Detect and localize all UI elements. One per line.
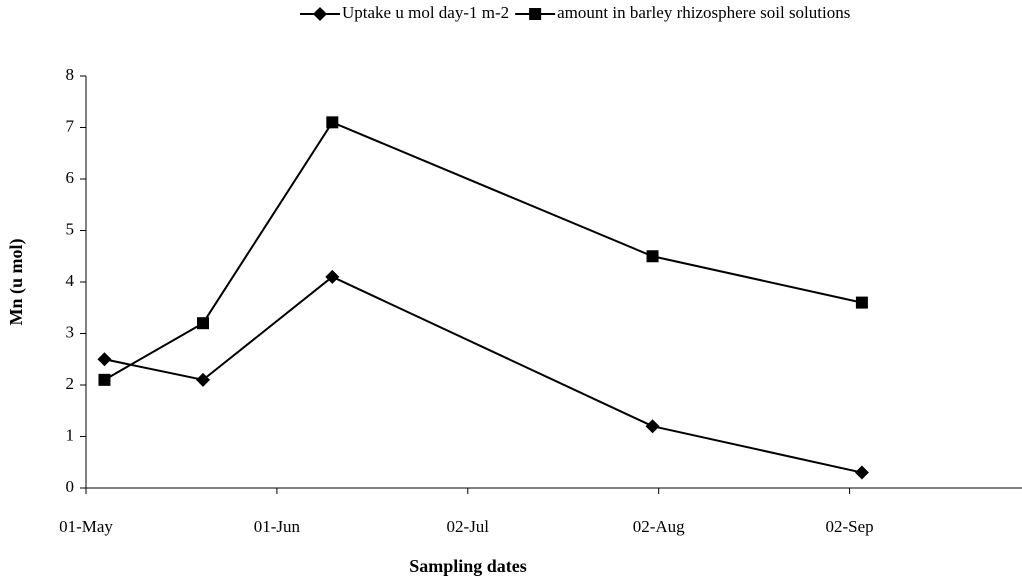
x-tick-label: 02-Jul — [447, 517, 490, 536]
y-tick-label: 0 — [66, 477, 75, 496]
legend-item: Uptake u mol day-1 m-2 — [300, 3, 509, 22]
marker — [197, 317, 209, 330]
legend-label: Uptake u mol day-1 m-2 — [342, 3, 509, 22]
legend-label: amount in barley rhizosphere soil soluti… — [557, 3, 850, 22]
marker — [98, 373, 111, 386]
y-tick-label: 6 — [66, 168, 75, 187]
marker — [97, 352, 112, 367]
marker — [646, 250, 659, 263]
series-line — [104, 275, 863, 474]
marker — [855, 296, 868, 309]
y-tick-label: 7 — [66, 116, 75, 135]
marker — [854, 465, 869, 480]
series-line — [103, 121, 863, 381]
y-tick-label: 3 — [66, 322, 75, 341]
x-axis-label: Sampling dates — [409, 556, 527, 576]
legend-item: amount in barley rhizosphere soil soluti… — [515, 3, 850, 22]
y-tick-label: 1 — [66, 425, 75, 444]
marker — [325, 269, 340, 284]
y-tick-label: 4 — [66, 271, 75, 290]
marker — [326, 116, 339, 129]
y-tick-label: 2 — [66, 374, 75, 393]
legend-marker — [529, 8, 542, 20]
marker — [645, 419, 660, 434]
x-tick-label: 02-Sep — [825, 517, 873, 536]
marker — [196, 372, 210, 387]
x-tick-label: 02-Aug — [633, 517, 685, 536]
x-tick-label: 01-Jun — [254, 517, 301, 536]
y-axis-label: Mn (u mol) — [6, 239, 27, 326]
x-tick-label: 01-May — [59, 517, 113, 536]
y-tick-label: 5 — [66, 219, 75, 238]
y-tick-label: 8 — [66, 65, 75, 84]
legend-marker — [313, 7, 327, 21]
